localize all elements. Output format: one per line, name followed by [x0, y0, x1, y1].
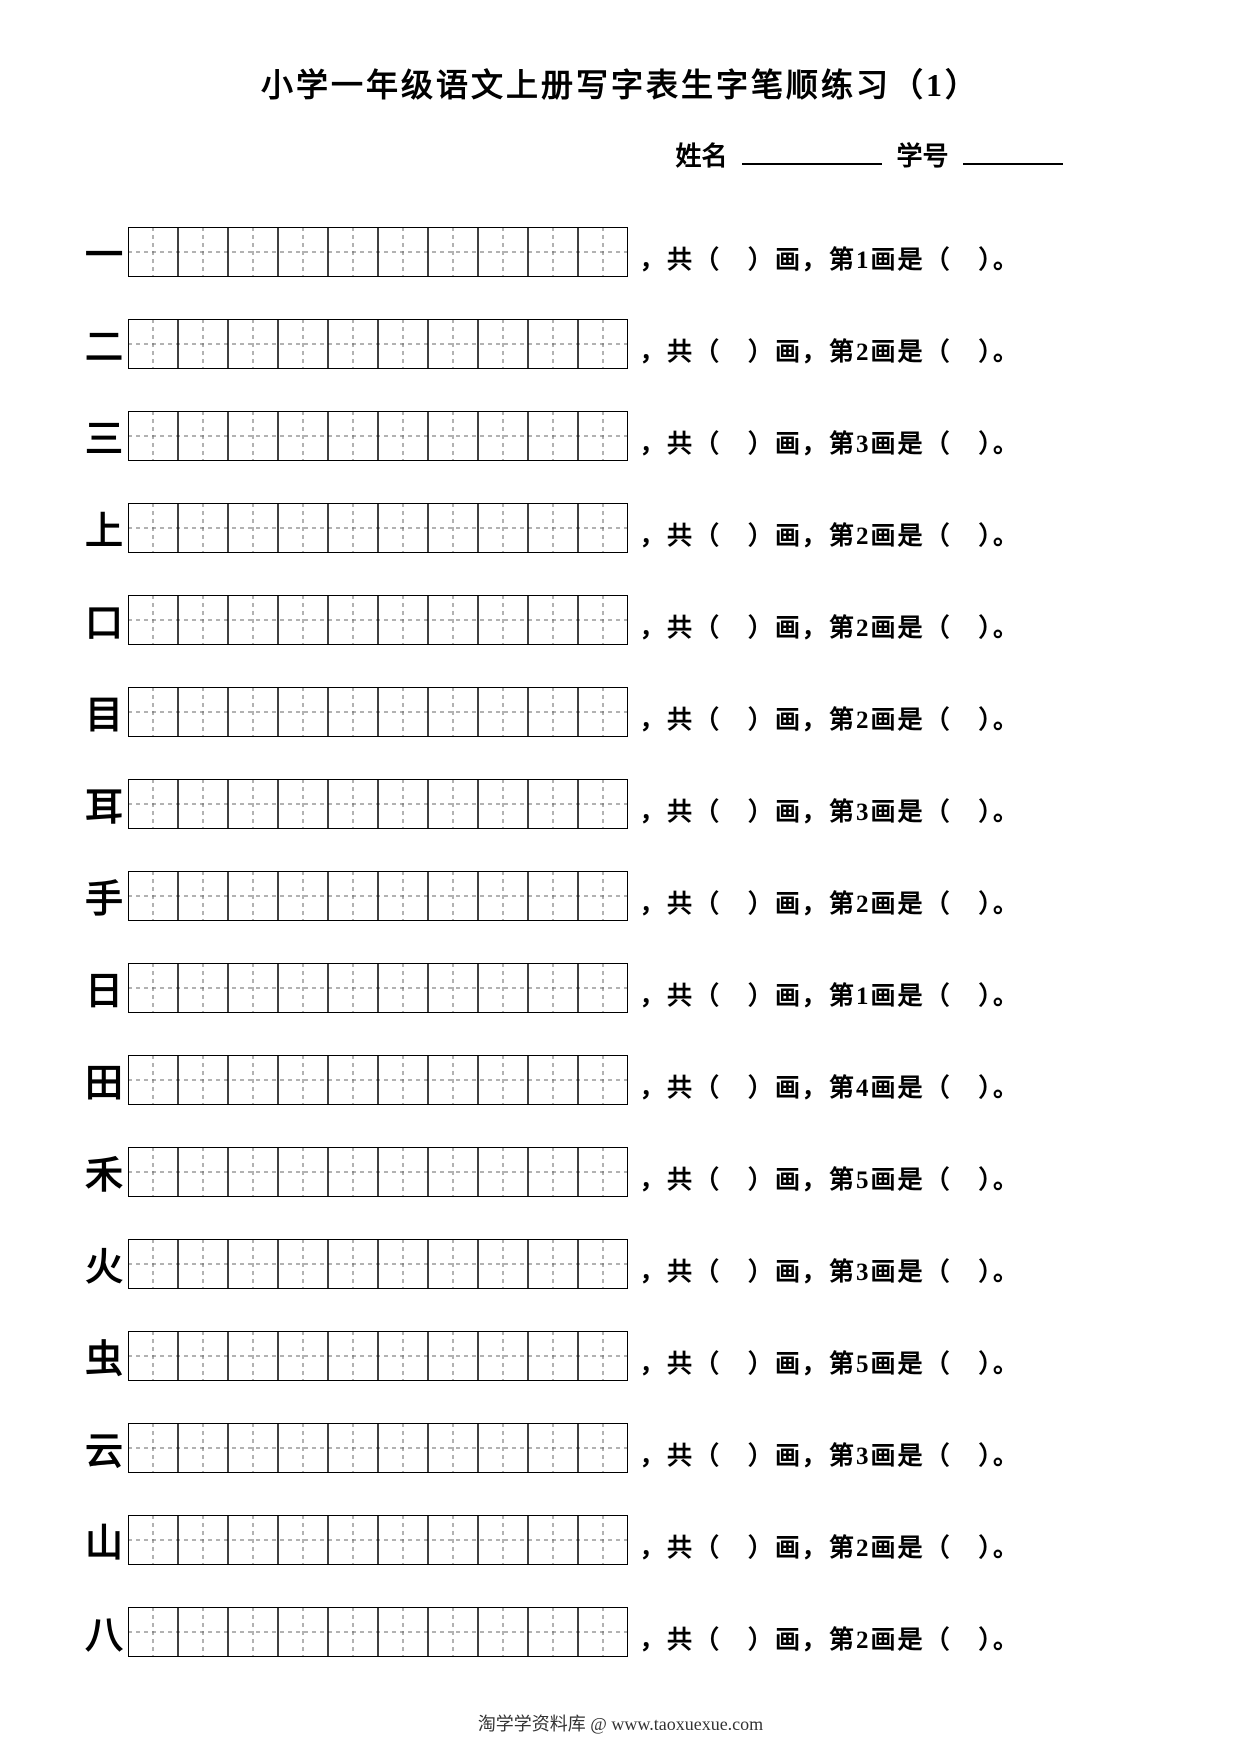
writing-grid[interactable]: [128, 687, 628, 737]
lead-character: 虫: [80, 1341, 128, 1381]
practice-row: 田 ，共（ ）画，第4画是（ ）。: [80, 1037, 1161, 1105]
practice-row: 日 ，共（ ）画，第1画是（ ）。: [80, 945, 1161, 1013]
stroke-question: ，共（ ）画，第1画是（ ）。: [628, 248, 1161, 277]
writing-grid[interactable]: [128, 1515, 628, 1565]
writing-grid[interactable]: [128, 1147, 628, 1197]
writing-grid[interactable]: [128, 411, 628, 461]
footer-text: 淘学学资料库 @ www.taoxuexue.com: [0, 1710, 1241, 1736]
stroke-question: ，共（ ）画，第5画是（ ）。: [628, 1352, 1161, 1381]
writing-grid[interactable]: [128, 1331, 628, 1381]
lead-character: 八: [80, 1617, 128, 1657]
stroke-question: ，共（ ）画，第5画是（ ）。: [628, 1168, 1161, 1197]
stroke-question: ，共（ ）画，第1画是（ ）。: [628, 984, 1161, 1013]
stroke-question: ，共（ ）画，第2画是（ ）。: [628, 708, 1161, 737]
lead-character: 二: [80, 329, 128, 369]
lead-character: 一: [80, 237, 128, 277]
stroke-question: ，共（ ）画，第2画是（ ）。: [628, 340, 1161, 369]
practice-row: 目 ，共（ ）画，第2画是（ ）。: [80, 669, 1161, 737]
lead-character: 火: [80, 1249, 128, 1289]
name-label: 姓名: [675, 142, 727, 171]
writing-grid[interactable]: [128, 503, 628, 553]
lead-character: 田: [80, 1065, 128, 1105]
stroke-question: ，共（ ）画，第2画是（ ）。: [628, 1628, 1161, 1657]
writing-grid[interactable]: [128, 1239, 628, 1289]
practice-row: 云 ，共（ ）画，第3画是（ ）。: [80, 1405, 1161, 1473]
practice-row: 虫 ，共（ ）画，第5画是（ ）。: [80, 1313, 1161, 1381]
writing-grid[interactable]: [128, 319, 628, 369]
practice-row: 口 ，共（ ）画，第2画是（ ）。: [80, 577, 1161, 645]
stroke-question: ，共（ ）画，第2画是（ ）。: [628, 1536, 1161, 1565]
stroke-question: ，共（ ）画，第3画是（ ）。: [628, 1444, 1161, 1473]
practice-row: 山 ，共（ ）画，第2画是（ ）。: [80, 1497, 1161, 1565]
writing-grid[interactable]: [128, 1423, 628, 1473]
lead-character: 口: [80, 605, 128, 645]
practice-rows: 一，共（ ）画，第1画是（ ）。二，共（ ）画，第2画是（ ）。三，共（ ）画，…: [80, 209, 1161, 1657]
lead-character: 三: [80, 421, 128, 461]
practice-row: 二 ，共（ ）画，第2画是（ ）。: [80, 301, 1161, 369]
stroke-question: ，共（ ）画，第3画是（ ）。: [628, 800, 1161, 829]
lead-character: 耳: [80, 789, 128, 829]
student-info-line: 姓名 学号: [80, 136, 1161, 173]
lead-character: 手: [80, 881, 128, 921]
stroke-question: ，共（ ）画，第2画是（ ）。: [628, 616, 1161, 645]
stroke-question: ，共（ ）画，第2画是（ ）。: [628, 892, 1161, 921]
lead-character: 上: [80, 513, 128, 553]
writing-grid[interactable]: [128, 1607, 628, 1657]
stroke-question: ，共（ ）画，第2画是（ ）。: [628, 524, 1161, 553]
writing-grid[interactable]: [128, 595, 628, 645]
name-blank[interactable]: [742, 136, 882, 165]
stroke-question: ，共（ ）画，第4画是（ ）。: [628, 1076, 1161, 1105]
practice-row: 禾 ，共（ ）画，第5画是（ ）。: [80, 1129, 1161, 1197]
practice-row: 八 ，共（ ）画，第2画是（ ）。: [80, 1589, 1161, 1657]
writing-grid[interactable]: [128, 963, 628, 1013]
page-title: 小学一年级语文上册写字表生字笔顺练习（1）: [80, 60, 1161, 106]
practice-row: 手 ，共（ ）画，第2画是（ ）。: [80, 853, 1161, 921]
writing-grid[interactable]: [128, 227, 628, 277]
lead-character: 云: [80, 1433, 128, 1473]
practice-row: 耳 ，共（ ）画，第3画是（ ）。: [80, 761, 1161, 829]
practice-row: 一 ，共（ ）画，第1画是（ ）。: [80, 209, 1161, 277]
writing-grid[interactable]: [128, 779, 628, 829]
writing-grid[interactable]: [128, 871, 628, 921]
lead-character: 山: [80, 1525, 128, 1565]
writing-grid[interactable]: [128, 1055, 628, 1105]
practice-row: 火 ，共（ ）画，第3画是（ ）。: [80, 1221, 1161, 1289]
id-label: 学号: [896, 142, 948, 171]
stroke-question: ，共（ ）画，第3画是（ ）。: [628, 1260, 1161, 1289]
lead-character: 日: [80, 973, 128, 1013]
practice-row: 三 ，共（ ）画，第3画是（ ）。: [80, 393, 1161, 461]
stroke-question: ，共（ ）画，第3画是（ ）。: [628, 432, 1161, 461]
id-blank[interactable]: [963, 136, 1063, 165]
practice-row: 上 ，共（ ）画，第2画是（ ）。: [80, 485, 1161, 553]
lead-character: 禾: [80, 1157, 128, 1197]
lead-character: 目: [80, 697, 128, 737]
